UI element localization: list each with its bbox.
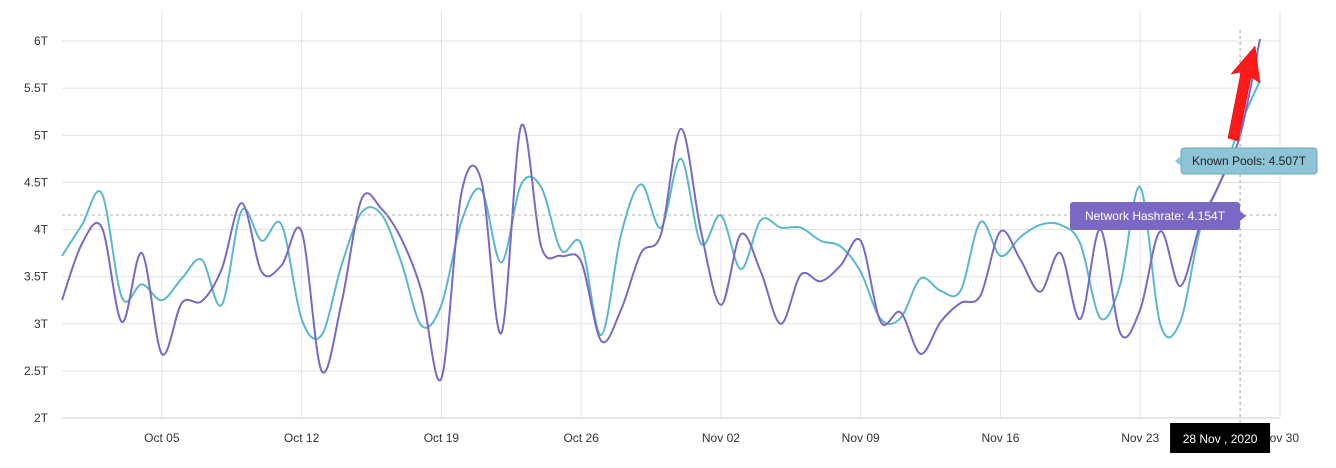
y-tick-label: 2.5T xyxy=(24,364,49,378)
known-pools-tooltip-text: Known Pools: 4.507T xyxy=(1192,154,1307,168)
y-tick-label: 6T xyxy=(34,34,49,48)
network-hashrate-tooltip-text: Network Hashrate: 4.154T xyxy=(1085,209,1226,223)
tooltips: 28 Nov , 2020 Known Pools: 4.507T Network … xyxy=(1070,147,1318,453)
x-tick-label: Nov 30 xyxy=(1261,431,1299,445)
network-hashrate-line xyxy=(61,38,1261,382)
y-tick-label: 3.5T xyxy=(24,270,49,284)
date-badge xyxy=(1170,423,1271,453)
x-tick-label: Oct 12 xyxy=(284,431,320,445)
x-axis-tick-labels: Oct 05 Oct 12 Oct 19 Oct 26 Nov 02 Nov 09 Nov … xyxy=(144,431,1299,445)
y-tick-label: 4.5T xyxy=(24,175,49,189)
network-hashrate-tooltip-pointer xyxy=(1240,211,1246,221)
y-tick-label: 5.5T xyxy=(24,81,49,95)
y-tick-label: 5T xyxy=(34,128,49,142)
y-axis-tick-labels: 2T 2.5T 3T 3.5T 4T 4.5T 5T 5.5T 6T xyxy=(24,34,49,425)
x-tick-label: Oct 19 xyxy=(424,431,460,445)
network-hashrate-tooltip xyxy=(1070,202,1240,230)
annotation-arrow xyxy=(1227,45,1261,142)
red-arrow xyxy=(1227,45,1261,142)
date-badge-text: 28 Nov , 2020 xyxy=(1183,432,1258,446)
x-tick-label: Nov 09 xyxy=(842,431,880,445)
x-tick-label: Nov 23 xyxy=(1121,431,1159,445)
y-tick-label: 4T xyxy=(34,223,49,237)
x-tick-label: Oct 26 xyxy=(563,431,599,445)
y-tick-label: 2T xyxy=(34,411,49,425)
x-tick-label: Nov 16 xyxy=(981,431,1019,445)
x-tick-label: Oct 05 xyxy=(144,431,180,445)
known-pools-line xyxy=(61,80,1261,340)
known-pools-tooltip-pointer xyxy=(1175,156,1181,166)
x-tick-label: Nov 02 xyxy=(702,431,740,445)
series-lines xyxy=(61,38,1261,382)
y-tick-label: 3T xyxy=(34,317,49,331)
